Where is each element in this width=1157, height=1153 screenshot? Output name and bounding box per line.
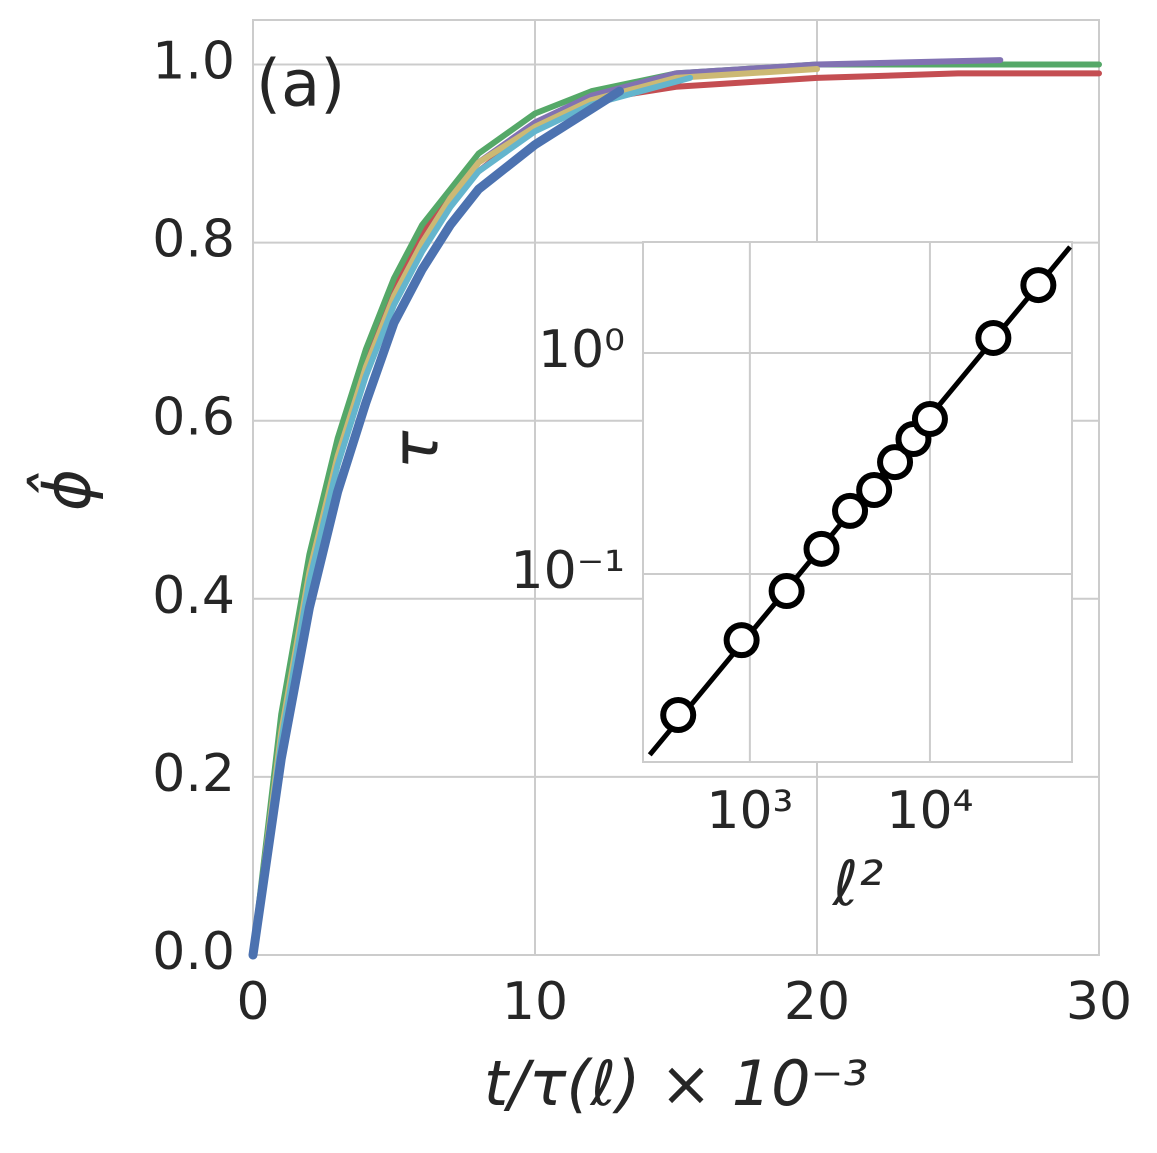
scatter-point: [723, 622, 760, 659]
y-tick-label: 0.2: [152, 744, 235, 804]
y-axis-label: ϕ̂: [26, 469, 106, 511]
series-line: [248, 86, 625, 960]
scatter-point: [856, 471, 893, 508]
y-tick-label: 10⁻¹: [511, 541, 625, 601]
y-tick-label: 0.6: [152, 388, 235, 448]
y-tick-label: 10⁰: [538, 320, 625, 380]
plot-frame: [252, 19, 1100, 956]
y-tick-label: 0.0: [152, 922, 235, 982]
x-tick-label: 10⁴: [886, 781, 973, 841]
x-tick-label: 0: [236, 972, 269, 1032]
scatter-point: [832, 492, 869, 529]
scatter-point: [768, 572, 805, 609]
y-tick-label: 0.4: [152, 566, 235, 626]
x-tick-label: 20: [784, 972, 850, 1032]
y-tick-label: 1.0: [152, 32, 235, 92]
inset-frame: [642, 241, 1073, 763]
y-tick-label: 0.8: [152, 210, 235, 270]
x-tick-label: 30: [1066, 972, 1132, 1032]
scatter-point: [911, 400, 948, 437]
scatter-point: [660, 697, 697, 734]
scatter-point: [975, 319, 1012, 356]
scatter-point: [877, 444, 914, 481]
series-line: [250, 74, 694, 958]
scatter-point: [1020, 267, 1057, 304]
x-tick-label: 10: [502, 972, 568, 1032]
scatter-point: [803, 530, 840, 567]
x-axis-label: t/τ(ℓ) × 10⁻³: [484, 1047, 868, 1120]
y-axis-label: τ: [380, 430, 454, 469]
x-tick-label: 10³: [706, 781, 793, 841]
x-axis-label: ℓ²: [832, 847, 883, 920]
annotation: (a): [256, 48, 345, 122]
